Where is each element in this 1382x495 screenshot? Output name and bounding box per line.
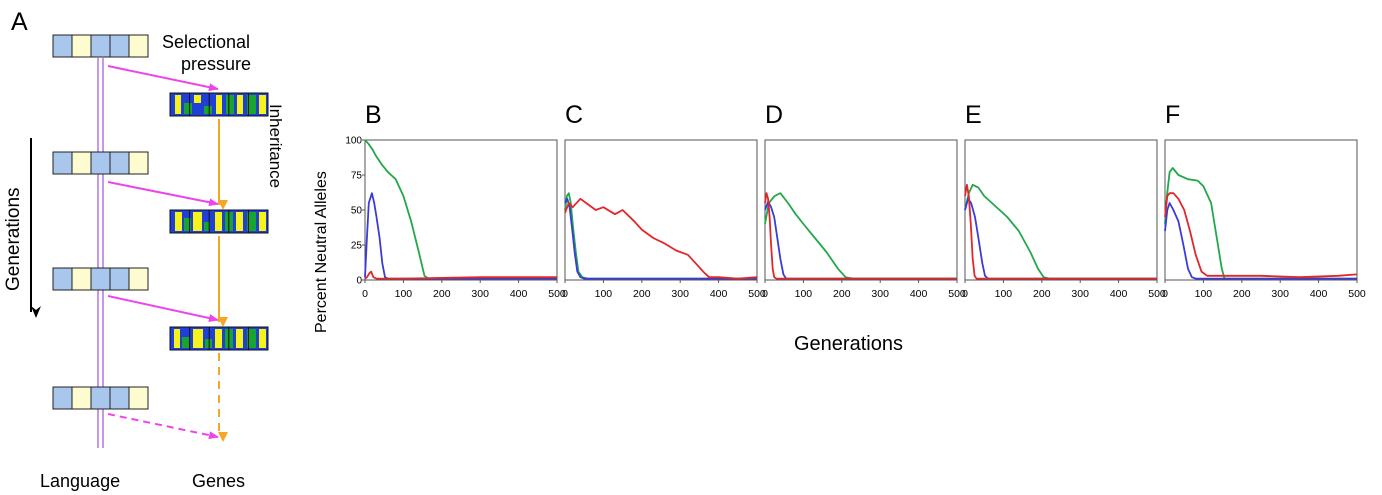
language-label: Language: [40, 471, 121, 491]
selectional-pressure-label-line2: pressure: [181, 54, 252, 74]
selection-arrow: [107, 181, 219, 207]
series-line-1: [364, 139, 557, 280]
x-tick-label: 200: [833, 288, 851, 300]
gene-strip: [169, 209, 269, 234]
language-strip: [52, 34, 149, 58]
x-tick-label: 200: [1033, 288, 1051, 300]
x-tick-label: 100: [1195, 288, 1213, 300]
panel-a-diagram: [30, 34, 269, 448]
x-tick-label: 0: [1162, 288, 1168, 300]
panel-a-label: A: [11, 8, 28, 36]
x-tick-label: 400: [710, 288, 728, 300]
x-tick-label: 500: [1148, 288, 1166, 300]
series-line-2: [964, 197, 1157, 280]
series-line-3: [1164, 192, 1358, 279]
genes-label: Genes: [192, 471, 246, 491]
series-line-3: [564, 197, 758, 280]
series-line-1: [564, 192, 757, 280]
x-tick-label: 0: [362, 288, 368, 300]
chart-panel-b: B 0 25 50 75 100 0 100 200 300 400 500: [345, 101, 566, 300]
x-tick-label: 500: [1348, 288, 1366, 300]
x-tick-label: 200: [1233, 288, 1251, 300]
x-tick-label: 500: [748, 288, 766, 300]
chart-panel-f: F 0 100 200 300 400 500: [1162, 101, 1366, 300]
y-tick-label: 25: [351, 241, 363, 252]
y-tick-label: 50: [351, 206, 363, 217]
series-line-3: [364, 270, 557, 280]
chart-panel-c: C 0 100 200 300 400 500: [562, 101, 766, 300]
panel-label: B: [365, 101, 382, 129]
x-tick-label: 500: [948, 288, 966, 300]
plot-frame: [964, 139, 1158, 281]
selection-arrow: [107, 295, 219, 322]
series-line-2: [1164, 202, 1357, 280]
chart-panel-d: D 0 100 200 300 400 500: [762, 101, 966, 300]
series-line-1: [964, 183, 1157, 280]
x-tick-label: 300: [471, 288, 489, 300]
y-tick-label: 75: [351, 171, 363, 182]
x-tick-label: 400: [1310, 288, 1328, 300]
y-tick-label: 0: [356, 276, 362, 287]
x-tick-label: 300: [1071, 288, 1089, 300]
x-tick-label: 500: [548, 288, 566, 300]
x-tick-label: 200: [433, 288, 451, 300]
gene-strip: [169, 92, 269, 117]
x-tick-label: 400: [1110, 288, 1128, 300]
series-line-1: [1164, 167, 1357, 280]
series-line-2: [764, 200, 957, 280]
x-tick-label: 0: [962, 288, 968, 300]
x-tick-label: 100: [995, 288, 1013, 300]
panel-label: C: [565, 101, 583, 129]
series-line-2: [364, 192, 557, 280]
x-tick-label: 400: [510, 288, 528, 300]
x-tick-label: 300: [871, 288, 889, 300]
plot-frame: [1164, 139, 1358, 281]
x-tick-label: 300: [1271, 288, 1289, 300]
selection-arrow-dashed: [107, 413, 219, 440]
gene-strip: [169, 326, 269, 351]
selection-arrow: [107, 65, 219, 92]
panel-label: F: [1165, 101, 1180, 129]
language-lineage-lines: [97, 58, 104, 448]
series-line-2: [564, 197, 757, 280]
selectional-pressure-label-line1: Selectional: [162, 32, 251, 52]
series-line-1: [764, 192, 957, 280]
x-tick-label: 200: [633, 288, 651, 300]
x-tick-label: 100: [595, 288, 613, 300]
language-strip: [52, 267, 149, 291]
plot-frame: [364, 139, 558, 281]
x-tick-label: 400: [910, 288, 928, 300]
plot-frame: [564, 139, 758, 281]
x-tick-label: 300: [671, 288, 689, 300]
y-axis-label: Percent Neutral Alleles: [313, 171, 330, 333]
panel-label: E: [965, 101, 982, 129]
y-tick-label: 100: [345, 136, 362, 147]
x-tick-label: 0: [562, 288, 568, 300]
x-tick-label: 100: [795, 288, 813, 300]
chart-panel-e: E 0 100 200 300 400 500: [962, 101, 1166, 300]
language-strip: [52, 151, 149, 175]
language-strip: [52, 386, 149, 410]
series-line-3: [764, 192, 957, 280]
x-axis-label: Generations: [794, 333, 903, 355]
x-tick-label: 100: [395, 288, 413, 300]
x-tick-label: 0: [762, 288, 768, 300]
panel-label: D: [765, 101, 783, 129]
series-line-3: [964, 183, 1157, 280]
